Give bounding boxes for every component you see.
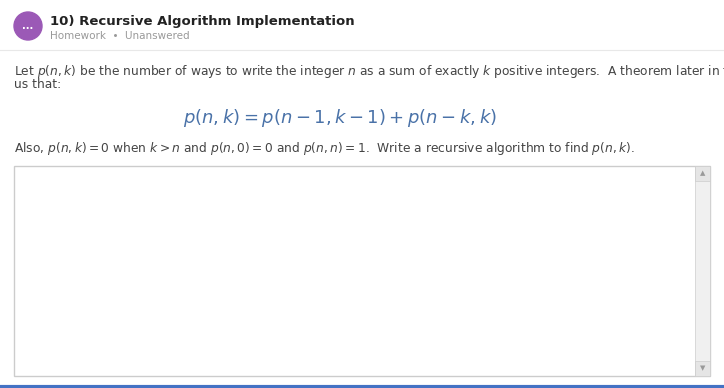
Text: ▼: ▼ — [700, 365, 705, 371]
Text: Also, $p(n, k) = 0$ when $k > n$ and $p(n, 0) = 0$ and $p(n, n) = 1$.  Write a r: Also, $p(n, k) = 0$ when $k > n$ and $p(… — [14, 140, 635, 157]
Text: ▲: ▲ — [700, 170, 705, 177]
Text: ...: ... — [22, 21, 33, 31]
Circle shape — [14, 12, 42, 40]
Text: $p(n, k) = p(n-1, k-1) + p(n-k, k)$: $p(n, k) = p(n-1, k-1) + p(n-k, k)$ — [183, 107, 497, 129]
Bar — [14, 166, 710, 376]
Text: Let $p(n, k)$ be the number of ways to write the integer $n$ as a sum of exactly: Let $p(n, k)$ be the number of ways to w… — [14, 63, 724, 80]
Text: Homework  •  Unanswered: Homework • Unanswered — [50, 31, 190, 41]
Bar — [695, 166, 710, 376]
Bar — [695, 166, 710, 181]
Bar — [695, 361, 710, 376]
Text: us that:: us that: — [14, 78, 61, 91]
Text: 10) Recursive Algorithm Implementation: 10) Recursive Algorithm Implementation — [50, 14, 355, 28]
